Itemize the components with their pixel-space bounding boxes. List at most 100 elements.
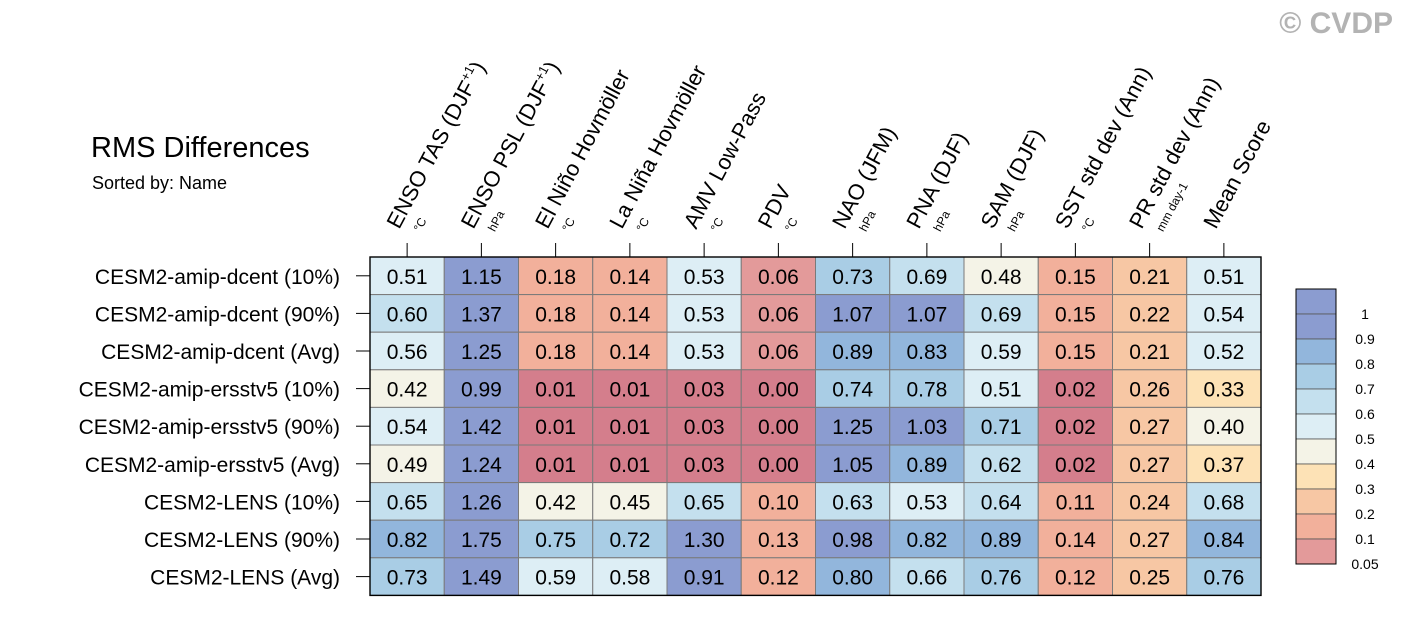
heatmap-cell bbox=[592, 331, 668, 371]
heatmap-cell bbox=[740, 482, 816, 521]
cell-value: 1.75 bbox=[461, 529, 502, 552]
heatmap-cell bbox=[815, 369, 891, 408]
cell-value: 0.18 bbox=[535, 341, 576, 364]
heatmap-cell bbox=[815, 482, 891, 521]
colorbar-segment bbox=[1295, 363, 1337, 390]
heatmap-cell bbox=[369, 519, 445, 559]
heatmap-cell bbox=[1112, 331, 1188, 371]
column-header: SAM (DJF)hPa bbox=[975, 125, 1048, 234]
row-label: CESM2-amip-dcent (10%) bbox=[95, 266, 340, 289]
cell-value: 0.51 bbox=[981, 379, 1022, 402]
heatmap-cell bbox=[666, 519, 742, 559]
cell-value: 0.06 bbox=[758, 266, 799, 289]
column-label-sup: +1 bbox=[457, 63, 477, 83]
heatmap-cell bbox=[740, 294, 816, 333]
cell-value: 0.76 bbox=[981, 567, 1022, 590]
column-label-sup: +1 bbox=[531, 63, 551, 83]
heatmap-cell bbox=[1112, 406, 1188, 446]
cell-value: 0.02 bbox=[1055, 454, 1096, 477]
cell-value: 0.00 bbox=[758, 454, 799, 477]
heatmap-cell bbox=[815, 444, 891, 484]
colorbar-segment bbox=[1295, 513, 1337, 540]
heatmap-cell bbox=[1186, 331, 1262, 371]
heatmap-cell bbox=[1186, 557, 1262, 596]
cell-value: 0.73 bbox=[832, 266, 873, 289]
cell-value: 1.25 bbox=[832, 416, 873, 439]
column-unit: °C bbox=[559, 215, 578, 234]
cell-value: 0.69 bbox=[906, 266, 947, 289]
heatmap-cell bbox=[369, 482, 445, 521]
cell-value: 0.40 bbox=[1203, 416, 1244, 439]
cell-value: 0.12 bbox=[1055, 567, 1096, 590]
heatmap-cell bbox=[1037, 482, 1113, 521]
cell-value: 0.68 bbox=[1203, 491, 1244, 514]
heatmap-cell bbox=[889, 331, 965, 371]
cell-value: 0.26 bbox=[1129, 379, 1170, 402]
colorbar-label: 0.2 bbox=[1355, 506, 1375, 522]
colorbar-label: 0.4 bbox=[1355, 456, 1375, 472]
cell-value: 0.01 bbox=[535, 379, 576, 402]
cell-value: 0.63 bbox=[832, 491, 873, 514]
column-header: PNA (DJF)hPa bbox=[901, 128, 972, 234]
cell-value: 0.54 bbox=[1203, 303, 1244, 326]
cell-value: 0.37 bbox=[1203, 454, 1244, 477]
heatmap-cell bbox=[443, 369, 519, 408]
cell-value: 0.27 bbox=[1129, 454, 1170, 477]
heatmap-cell bbox=[740, 331, 816, 371]
heatmap-cell bbox=[1112, 482, 1188, 521]
colorbar-label: 0.05 bbox=[1351, 556, 1378, 572]
cell-value: 0.15 bbox=[1055, 341, 1096, 364]
cell-value: 1.25 bbox=[461, 341, 502, 364]
column-unit: °C bbox=[634, 215, 653, 234]
cell-value: 1.26 bbox=[461, 491, 502, 514]
cell-value: 0.49 bbox=[387, 454, 428, 477]
cell-value: 0.06 bbox=[758, 303, 799, 326]
colorbar: 1 0.9 0.8 0.7 0.6 0.5 0.4 0.3 0.2 0.1 0.05 bbox=[1295, 288, 1379, 572]
cell-value: 1.05 bbox=[832, 454, 873, 477]
colorbar-segment bbox=[1295, 313, 1337, 340]
cell-value: 0.13 bbox=[758, 529, 799, 552]
cell-value: 0.25 bbox=[1129, 567, 1170, 590]
heatmap-cell bbox=[369, 256, 445, 296]
cell-value: 0.21 bbox=[1129, 341, 1170, 364]
colorbar-label: 0.5 bbox=[1355, 431, 1375, 447]
heatmap-cell bbox=[666, 444, 742, 484]
cell-value: 0.84 bbox=[1203, 529, 1244, 552]
colorbar-segment bbox=[1295, 488, 1337, 515]
cell-value: 0.03 bbox=[684, 454, 725, 477]
cell-value: 0.89 bbox=[832, 341, 873, 364]
heatmap-cell bbox=[592, 557, 668, 596]
colorbar-label: 0.7 bbox=[1355, 381, 1375, 397]
cell-value: 0.98 bbox=[832, 529, 873, 552]
heatmap-cell bbox=[443, 406, 519, 446]
cell-value: 0.54 bbox=[387, 416, 428, 439]
heatmap-cell bbox=[740, 444, 816, 484]
heatmap-cell bbox=[592, 256, 668, 296]
colorbar-segment bbox=[1295, 438, 1337, 465]
colorbar-label: 0.8 bbox=[1355, 356, 1375, 372]
cell-value: 0.12 bbox=[758, 567, 799, 590]
cell-value: 0.00 bbox=[758, 379, 799, 402]
colorbar-segment bbox=[1295, 288, 1337, 315]
colorbar-segment bbox=[1295, 388, 1337, 415]
cell-value: 0.18 bbox=[535, 266, 576, 289]
heatmap-cell bbox=[1037, 519, 1113, 559]
cell-value: 0.56 bbox=[387, 341, 428, 364]
cell-value: 1.37 bbox=[461, 303, 502, 326]
cell-value: 0.82 bbox=[906, 529, 947, 552]
cell-value: 0.59 bbox=[981, 341, 1022, 364]
cell-value: 0.33 bbox=[1203, 379, 1244, 402]
cell-value: 0.14 bbox=[609, 266, 650, 289]
colorbar-segment bbox=[1295, 338, 1337, 365]
cell-value: 0.64 bbox=[981, 491, 1022, 514]
heatmap-cell bbox=[1186, 444, 1262, 484]
cell-value: 0.73 bbox=[387, 567, 428, 590]
heatmap-cell bbox=[443, 557, 519, 596]
heatmap-cell bbox=[1186, 369, 1262, 408]
cell-value: 0.03 bbox=[684, 416, 725, 439]
heatmap-cell bbox=[1037, 294, 1113, 333]
cell-value: 0.21 bbox=[1129, 266, 1170, 289]
heatmap-cell bbox=[518, 256, 594, 296]
column-header: Mean Score bbox=[1198, 116, 1276, 232]
cell-value: 0.91 bbox=[684, 567, 725, 590]
